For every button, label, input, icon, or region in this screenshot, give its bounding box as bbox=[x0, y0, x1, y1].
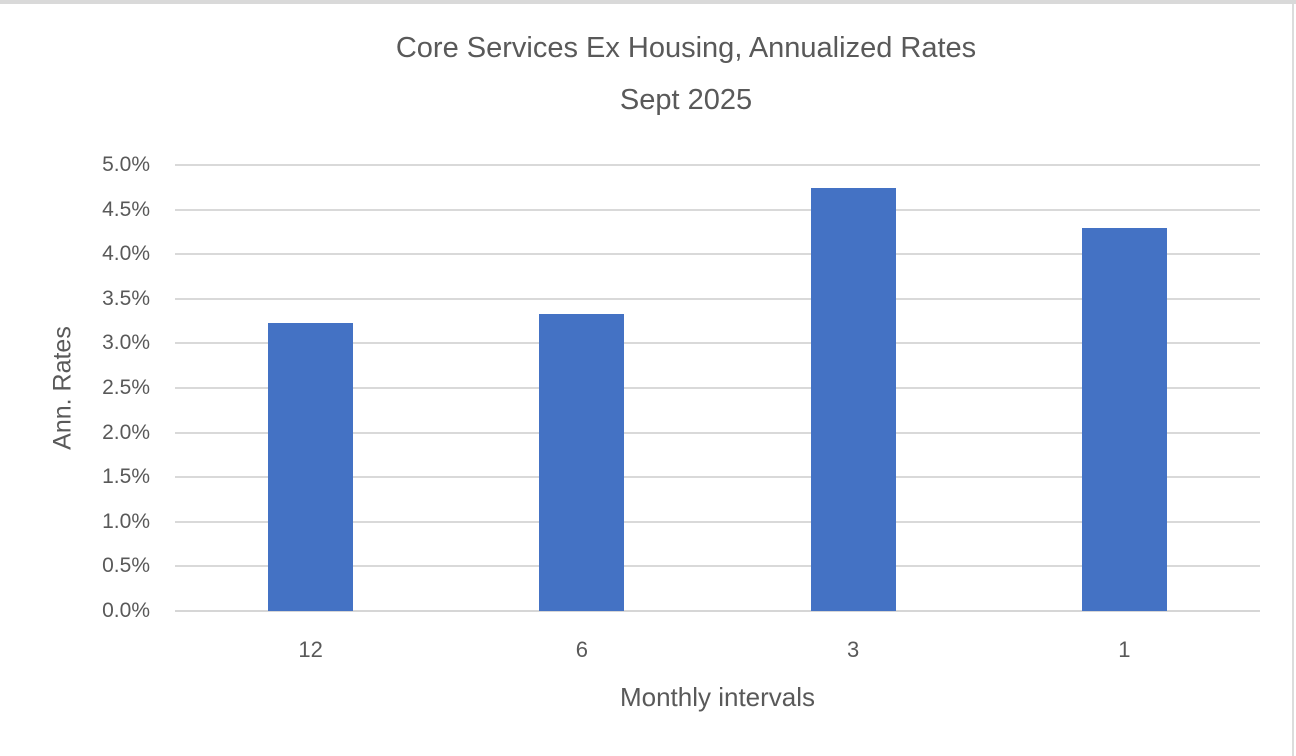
gridline bbox=[175, 476, 1260, 479]
y-tick-label: 0.5% bbox=[102, 554, 150, 578]
chart-title: Core Services Ex Housing, Annualized Rat… bbox=[0, 22, 1296, 126]
y-tick-label: 0.0% bbox=[102, 599, 150, 622]
gridline bbox=[175, 520, 1260, 523]
bar-3 bbox=[810, 188, 896, 611]
right-border-divider bbox=[1292, 4, 1294, 756]
x-tick-label: 1 bbox=[1118, 637, 1131, 662]
y-tick-label: 4.0% bbox=[102, 242, 150, 266]
x-tick-label: 12 bbox=[298, 637, 323, 662]
chart-title-line2: Sept 2025 bbox=[619, 84, 753, 116]
bar-1 bbox=[1081, 228, 1167, 611]
chart-title-line1: Core Services Ex Housing, Annualized Rat… bbox=[395, 32, 977, 64]
x-axis-line bbox=[175, 610, 1260, 612]
gridline bbox=[175, 164, 1260, 166]
x-tick-label: 3 bbox=[847, 637, 860, 662]
bar-6 bbox=[539, 313, 625, 611]
y-tick-label: 3.0% bbox=[102, 331, 150, 355]
y-tick-label: 1.0% bbox=[102, 509, 150, 533]
gridline bbox=[175, 297, 1260, 300]
y-tick-label: 3.5% bbox=[102, 286, 150, 310]
y-tick-label: 4.5% bbox=[102, 197, 150, 221]
x-axis-title: Monthly intervals bbox=[619, 682, 816, 712]
plot-area bbox=[175, 164, 1260, 612]
gridline bbox=[175, 342, 1260, 345]
y-tick-label: 2.0% bbox=[102, 420, 150, 444]
gridline bbox=[175, 208, 1260, 211]
y-tick-label: 1.5% bbox=[102, 465, 150, 489]
y-tick-label: 2.5% bbox=[102, 376, 150, 399]
x-tick-label: 6 bbox=[575, 637, 588, 662]
gridline bbox=[175, 253, 1260, 256]
y-tick-label: 5.0% bbox=[102, 153, 150, 176]
bar-12 bbox=[268, 322, 354, 611]
gridline bbox=[175, 387, 1260, 389]
gridline bbox=[175, 431, 1260, 434]
gridline bbox=[175, 565, 1260, 568]
top-strip-divider bbox=[0, 0, 1296, 4]
